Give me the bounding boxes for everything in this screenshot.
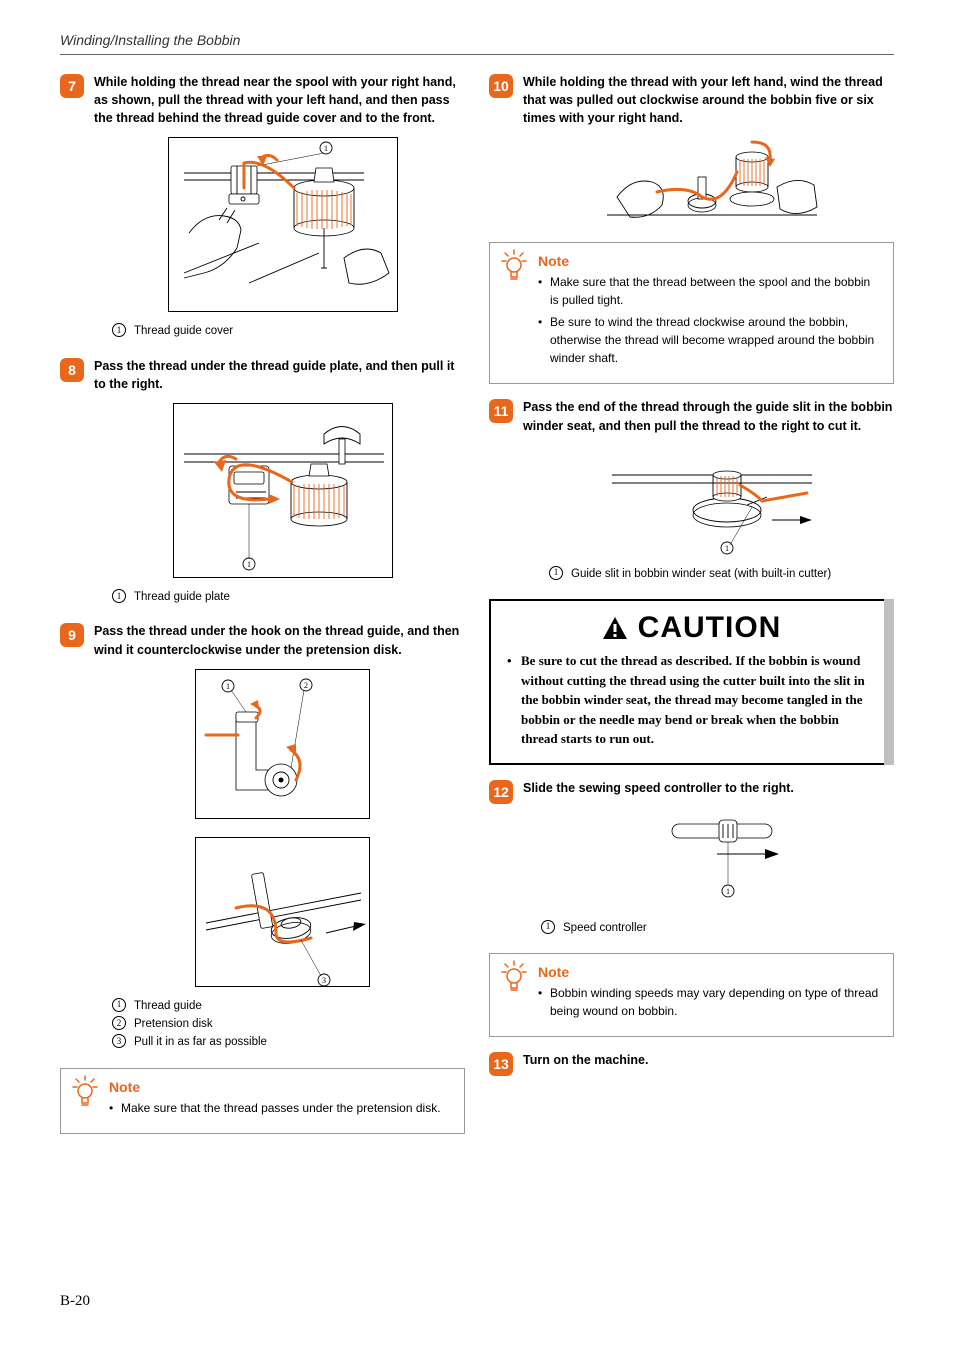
note-body: Make sure that the thread between the sp…	[538, 273, 879, 367]
step-text: While holding the thread with your left …	[523, 73, 894, 127]
note-body: Bobbin winding speeds may vary depending…	[538, 984, 879, 1020]
lightbulb-icon	[500, 249, 528, 283]
callout-num: 2	[112, 1016, 126, 1030]
figure-step10	[529, 137, 894, 232]
callout-label: Thread guide cover	[134, 322, 233, 340]
step-9: 9 Pass the thread under the hook on the …	[60, 622, 465, 658]
callouts-step12: 1 Speed controller	[541, 919, 894, 937]
caution-title: CAUTION	[507, 611, 876, 645]
diagram-thread-guide-cover: 1	[169, 138, 399, 313]
note-item: Bobbin winding speeds may vary depending…	[538, 984, 879, 1020]
note-item: Be sure to wind the thread clockwise aro…	[538, 313, 879, 367]
step-12: 12 Slide the sewing speed controller to …	[489, 779, 894, 804]
step-13: 13 Turn on the machine.	[489, 1051, 894, 1076]
right-column: 10 While holding the thread with your le…	[489, 73, 894, 1148]
caution-box: CAUTION Be sure to cut the thread as des…	[489, 599, 894, 765]
svg-text:1: 1	[247, 560, 251, 569]
lightbulb-icon	[500, 960, 528, 994]
note-box-1: Note Make sure that the thread passes un…	[60, 1068, 465, 1134]
step-number-badge: 12	[489, 780, 513, 804]
callout-num: 1	[549, 566, 563, 580]
callout-label: Thread guide plate	[134, 588, 230, 606]
step-number-badge: 13	[489, 1052, 513, 1076]
callout-num: 1	[112, 323, 126, 337]
callout-label: Pull it in as far as possible	[134, 1033, 267, 1051]
note-body: Make sure that the thread passes under t…	[109, 1099, 450, 1117]
step-10: 10 While holding the thread with your le…	[489, 73, 894, 127]
step-7: 7 While holding the thread near the spoo…	[60, 73, 465, 127]
figure-step7: 1	[100, 137, 465, 312]
step-11: 11 Pass the end of the thread through th…	[489, 398, 894, 434]
content-columns: 7 While holding the thread near the spoo…	[60, 73, 894, 1148]
step-number-badge: 10	[489, 74, 513, 98]
callouts-step9: 1 Thread guide 2 Pretension disk 3 Pull it …	[112, 997, 465, 1052]
note-item: Make sure that the thread passes under t…	[109, 1099, 450, 1117]
step-text: Pass the thread under the hook on the th…	[94, 622, 465, 658]
figure-step12: 1	[529, 814, 894, 909]
step-8: 8 Pass the thread under the thread guide…	[60, 357, 465, 393]
svg-text:1: 1	[725, 544, 729, 553]
step-text: While holding the thread near the spool …	[94, 73, 465, 127]
note-title: Note	[538, 964, 879, 980]
step-number-badge: 7	[60, 74, 84, 98]
callouts-step8: 1 Thread guide plate	[112, 588, 465, 606]
diagram-pretension-side: 3	[196, 838, 371, 988]
note-title: Note	[538, 253, 879, 269]
note-box-3: Note Bobbin winding speeds may vary depe…	[489, 953, 894, 1037]
step-number-badge: 8	[60, 358, 84, 382]
callouts-step11: 1 Guide slit in bobbin winder seat (with …	[549, 565, 894, 583]
figure-step11: 1	[529, 445, 894, 555]
section-header: Winding/Installing the Bobbin	[60, 32, 894, 55]
diagram-speed-controller: 1	[657, 814, 797, 909]
svg-text:1: 1	[226, 682, 230, 691]
caution-sidebar	[884, 599, 894, 765]
callout-num: 1	[541, 920, 555, 934]
lightbulb-icon	[71, 1075, 99, 1109]
callout-label: Thread guide	[134, 997, 202, 1015]
callout-label: Speed controller	[563, 919, 647, 937]
caution-title-text: CAUTION	[638, 611, 782, 645]
svg-text:2: 2	[304, 681, 308, 690]
svg-text:1: 1	[324, 144, 328, 153]
left-column: 7 While holding the thread near the spoo…	[60, 73, 465, 1148]
callout-num: 1	[112, 998, 126, 1012]
diagram-thread-guide-plate: 1	[174, 404, 394, 579]
callout-label: Guide slit in bobbin winder seat (with b…	[571, 565, 831, 583]
step-text: Turn on the machine.	[523, 1051, 648, 1069]
step-text: Pass the thread under the thread guide p…	[94, 357, 465, 393]
note-box-2: Note Make sure that the thread between t…	[489, 242, 894, 384]
diagram-cut-thread: 1	[602, 445, 822, 555]
warning-icon	[602, 616, 628, 640]
callout-label: Pretension disk	[134, 1015, 213, 1033]
step-number-badge: 11	[489, 399, 513, 423]
step-text: Pass the end of the thread through the g…	[523, 398, 894, 434]
caution-body: Be sure to cut the thread as described. …	[507, 651, 876, 749]
diagram-pretension-top: 1 2	[196, 670, 371, 820]
diagram-wind-bobbin	[602, 137, 822, 232]
figure-step8: 1	[100, 403, 465, 578]
step-text: Slide the sewing speed controller to the…	[523, 779, 794, 797]
callout-num: 3	[112, 1034, 126, 1048]
svg-text:1: 1	[726, 887, 730, 896]
step-number-badge: 9	[60, 623, 84, 647]
callout-num: 1	[112, 589, 126, 603]
page-number: B-20	[60, 1293, 90, 1310]
callouts-step7: 1 Thread guide cover	[112, 322, 465, 340]
note-title: Note	[109, 1079, 450, 1095]
svg-text:3: 3	[322, 976, 326, 985]
note-item: Make sure that the thread between the sp…	[538, 273, 879, 309]
figure-step9: 1 2	[100, 669, 465, 987]
